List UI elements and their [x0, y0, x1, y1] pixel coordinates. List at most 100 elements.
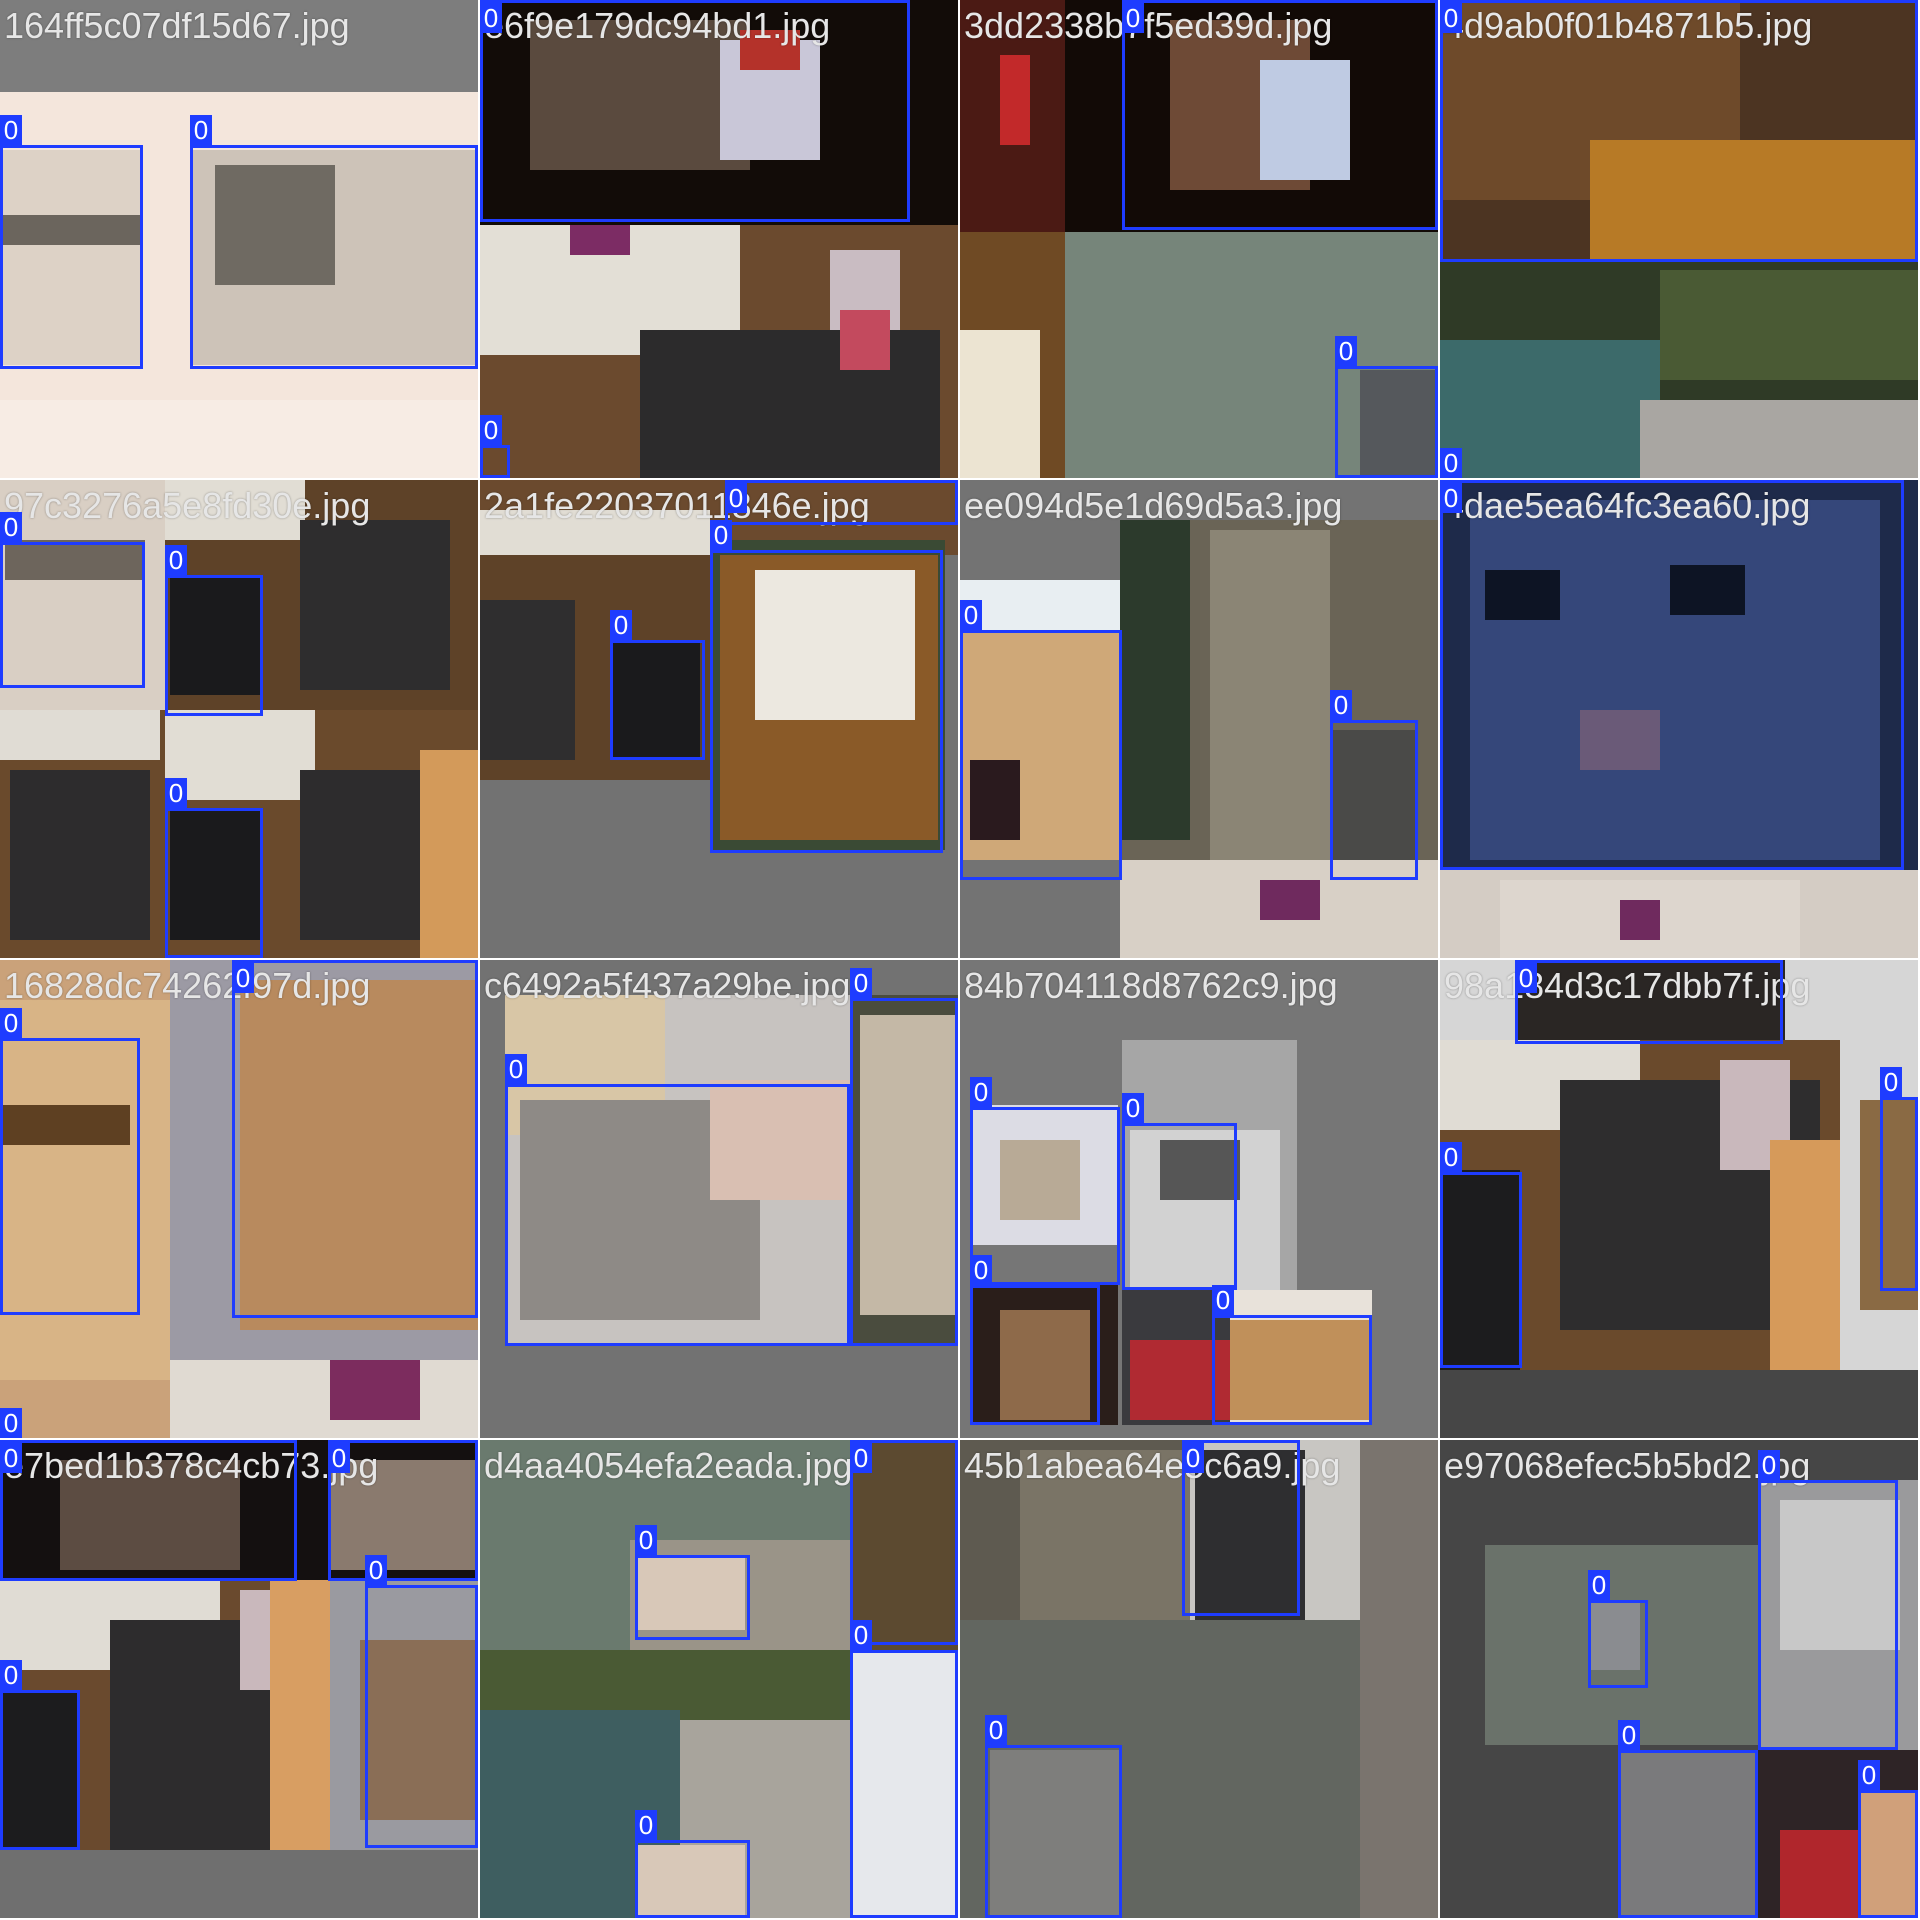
image-region [1000, 1310, 1090, 1420]
class-label: 0 [0, 1008, 22, 1038]
class-label: 0 [232, 963, 254, 993]
class-label: 0 [610, 610, 632, 640]
class-label: 0 [985, 1715, 1007, 1745]
image-region [990, 1750, 1120, 1918]
mosaic-tile: c6492a5f437a29be.jpg 0 0 [480, 960, 958, 1438]
image-region [1858, 1790, 1918, 1918]
detection-box: 0 [1122, 1093, 1237, 1290]
mosaic-tile: 2a1fe22037011846e.jpg 0 0 0 [480, 480, 958, 958]
tile-filename: ee094d5e1d69d5a3.jpg [964, 485, 1343, 526]
image-region [1195, 1450, 1305, 1620]
image-region [1620, 900, 1660, 940]
detection-box: 0 [1515, 960, 1783, 1044]
detection-box: 0 [480, 415, 510, 478]
tile-filename: 98a184d3c17dbb7f.jpg [1444, 965, 1811, 1006]
class-label: 0 [1182, 1443, 1204, 1473]
class-label: 0 [1588, 1570, 1610, 1600]
class-label: 0 [1515, 963, 1537, 993]
class-label: 0 [725, 483, 747, 513]
class-label: 0 [1440, 3, 1462, 33]
image-region [10, 770, 150, 940]
image-region [480, 600, 575, 760]
image-region [0, 1690, 80, 1850]
image-region [360, 1640, 478, 1820]
tile-filename: 4d9ab0f01b4871b5.jpg [1444, 5, 1813, 46]
detection-box: 0 [1330, 690, 1418, 880]
class-label: 0 [1440, 448, 1462, 478]
tile-filename: c6492a5f437a29be.jpg [484, 965, 851, 1006]
detection-box: 0 [1122, 0, 1438, 230]
detection-box: 0 [0, 115, 143, 369]
detection-box: 0 [1880, 1067, 1918, 1291]
image-region [850, 1650, 958, 1918]
image-region [635, 1845, 745, 1915]
detection-box: 0 [480, 0, 910, 222]
image-region [0, 400, 478, 478]
detection-box: 0 [635, 1810, 750, 1918]
tile-filename: 97c3276a5e8fd30e.jpg [4, 485, 371, 526]
detection-box: 0 [1440, 0, 1918, 262]
image-region [1590, 140, 1918, 260]
class-label: 0 [0, 512, 22, 542]
class-label: 0 [0, 1408, 22, 1438]
image-region [0, 1105, 130, 1145]
detection-box: 0 [1758, 1450, 1898, 1750]
class-label: 0 [505, 1054, 527, 1084]
class-label: 0 [1122, 1093, 1144, 1123]
class-label: 0 [850, 1443, 872, 1473]
detection-box: 0 [365, 1555, 478, 1848]
image-region [1000, 1140, 1080, 1220]
class-label: 0 [960, 600, 982, 630]
image-region [0, 480, 165, 710]
mosaic-tile: 3dd2338b7f5ed39d.jpg 0 0 [960, 0, 1438, 478]
mosaic-tile: 164ff5c07df15d67.jpg 0 0 [0, 0, 478, 478]
detection-box: 0 [165, 778, 263, 958]
detection-box: 0 [190, 115, 478, 369]
image-region [1260, 880, 1320, 920]
image-region [330, 1360, 420, 1420]
class-label: 0 [850, 968, 872, 998]
detection-box: 0 [505, 1054, 850, 1346]
detection-box: 0 [635, 1525, 750, 1640]
class-label: 0 [1758, 1450, 1780, 1480]
mosaic-tile: 16828dc74262f97d.jpg 0 0 0 [0, 960, 478, 1438]
image-region [1230, 1320, 1372, 1420]
detection-box: 0 [0, 1008, 140, 1315]
image-region [1590, 1600, 1640, 1670]
class-label: 0 [0, 1443, 22, 1473]
class-label: 0 [1122, 3, 1144, 33]
tile-filename: 164ff5c07df15d67.jpg [4, 5, 350, 46]
class-label: 0 [190, 115, 212, 145]
class-label: 0 [480, 3, 502, 33]
image-region [165, 480, 305, 540]
image-region [1620, 1750, 1758, 1918]
mosaic-tile: 45b1abea64e5c6a9.jpg 0 0 [960, 1440, 1438, 1918]
image-region [1860, 1100, 1918, 1310]
class-label: 0 [710, 520, 732, 550]
mosaic-tile: e97068efec5b5bd2.jpg 0 0 0 0 [1440, 1440, 1918, 1918]
tile-filename: 84b704118d8762c9.jpg [964, 965, 1338, 1006]
mosaic-tile: d4aa4054efa2eada.jpg 0 0 0 0 [480, 1440, 958, 1918]
detection-box: 0 [850, 968, 958, 1346]
detection-box: 0 [960, 600, 1122, 880]
mosaic-tile: ee094d5e1d69d5a3.jpg 0 0 [960, 480, 1438, 958]
tile-filename: 2a1fe22037011846e.jpg [484, 485, 870, 526]
tile-filename: 45b1abea64e5c6a9.jpg [964, 1445, 1341, 1486]
image-region [840, 310, 890, 370]
detection-box: 0 [0, 1660, 80, 1850]
image-region [1580, 710, 1660, 770]
image-region [240, 980, 478, 1330]
image-region [165, 710, 315, 800]
detection-box: 0 [1212, 1285, 1372, 1425]
tile-filename: e7bed1b378c4cb73.jpg [4, 1445, 379, 1486]
detection-box: 0 [725, 480, 958, 525]
detection-box: 0 [1182, 1440, 1300, 1616]
image-region [1440, 340, 1660, 478]
class-label: 0 [1440, 483, 1462, 513]
detection-box: 0 [970, 1255, 1100, 1425]
image-region [1360, 1440, 1438, 1918]
image-region [530, 20, 750, 170]
image-region [1780, 1500, 1900, 1650]
tile-filename: 4dae5ea64fc3ea60.jpg [1444, 485, 1811, 526]
image-region [0, 215, 140, 245]
